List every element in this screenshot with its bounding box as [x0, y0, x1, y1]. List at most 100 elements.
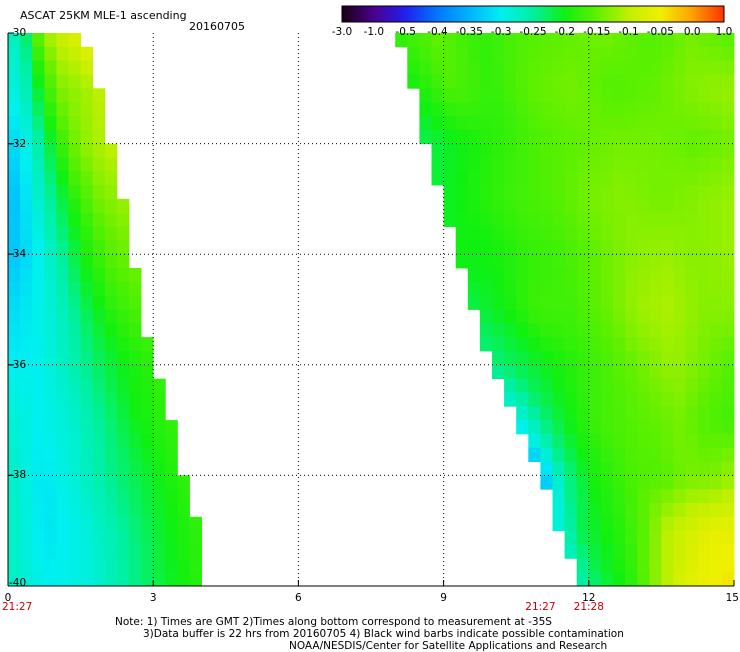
data-cell [431, 88, 444, 103]
data-cell [673, 433, 686, 449]
data-cell [516, 46, 529, 62]
data-cell [129, 572, 142, 587]
data-cell [697, 447, 711, 462]
data-cell [685, 240, 699, 255]
data-cell [661, 226, 674, 241]
data-cell [697, 309, 711, 324]
colorbar-label: -0.15 [583, 26, 611, 38]
data-cell [564, 378, 578, 393]
data-cell [80, 378, 94, 393]
data-cell [685, 447, 699, 462]
data-cell [625, 281, 638, 297]
x-tick-label: 12 [582, 592, 596, 604]
data-cell [92, 268, 106, 283]
data-cell [479, 74, 493, 89]
data-cell [613, 461, 626, 476]
data-cell [649, 309, 662, 324]
data-cell [20, 350, 33, 366]
data-cell [649, 295, 662, 310]
data-cell [649, 378, 662, 393]
data-cell [516, 323, 529, 338]
data-cell [552, 489, 565, 504]
data-cell [455, 185, 469, 200]
data-cell [685, 392, 699, 407]
data-cell [92, 558, 106, 573]
data-cell [467, 46, 481, 62]
data-cell [564, 337, 578, 352]
data-cell [68, 406, 81, 421]
data-cell [552, 102, 565, 117]
data-cell [141, 337, 154, 352]
data-cell [68, 254, 81, 269]
data-cell [8, 226, 21, 241]
data-cell [56, 60, 69, 75]
data-cell [721, 558, 735, 573]
data-cell [661, 33, 674, 48]
data-cell [552, 185, 565, 200]
data-cell [528, 115, 541, 131]
data-cell [685, 406, 699, 421]
data-cell [153, 530, 166, 545]
data-cell [721, 572, 735, 587]
data-cell [552, 268, 565, 283]
data-cell [116, 433, 130, 449]
data-cell [637, 447, 650, 462]
colorbar-label: -0.3 [490, 26, 512, 38]
data-cell [721, 60, 735, 75]
data-cell [189, 530, 202, 545]
data-cell [129, 447, 142, 462]
data-cell [673, 461, 686, 476]
data-cell [721, 323, 735, 338]
data-cell [576, 350, 590, 366]
data-cell [576, 240, 590, 255]
data-cell [56, 392, 69, 407]
data-cell [44, 309, 57, 324]
data-cell [552, 46, 565, 62]
data-cell [588, 198, 602, 214]
data-cell [625, 364, 638, 380]
data-cell [32, 461, 45, 476]
data-cell [80, 420, 94, 435]
data-cell [613, 295, 626, 310]
data-cell [528, 60, 541, 75]
data-cell [56, 240, 69, 255]
data-cell [92, 544, 106, 559]
data-cell [44, 281, 57, 297]
data-cell [20, 281, 33, 297]
data-cell [165, 461, 178, 476]
data-cell [129, 406, 142, 421]
data-cell [479, 157, 493, 172]
data-cell [56, 475, 69, 490]
data-cell [613, 171, 626, 186]
data-cell [116, 461, 130, 476]
colorbar-segment [373, 6, 407, 22]
data-cell [443, 74, 457, 89]
data-cell [68, 433, 81, 449]
data-cell [637, 309, 650, 324]
data-cell [44, 516, 57, 532]
data-cell [613, 475, 626, 490]
data-cell [613, 74, 626, 89]
data-cell [479, 337, 493, 352]
data-cell [637, 378, 650, 393]
data-cell [721, 295, 735, 310]
data-cell [165, 516, 178, 532]
data-cell [80, 295, 94, 310]
data-cell [80, 475, 94, 490]
data-cell [673, 530, 686, 545]
data-cell [104, 364, 118, 380]
data-cell [116, 378, 130, 393]
data-cell [673, 309, 686, 324]
data-cell [80, 185, 94, 200]
data-cell [431, 74, 444, 89]
data-cell [649, 433, 662, 449]
data-cell [564, 254, 578, 269]
data-cell [92, 115, 106, 131]
data-cell [625, 516, 638, 532]
data-cell [576, 420, 590, 435]
data-cell [564, 115, 578, 131]
data-cell [709, 33, 723, 48]
data-cells [8, 33, 735, 587]
data-cell [613, 378, 626, 393]
data-cell [8, 46, 21, 62]
